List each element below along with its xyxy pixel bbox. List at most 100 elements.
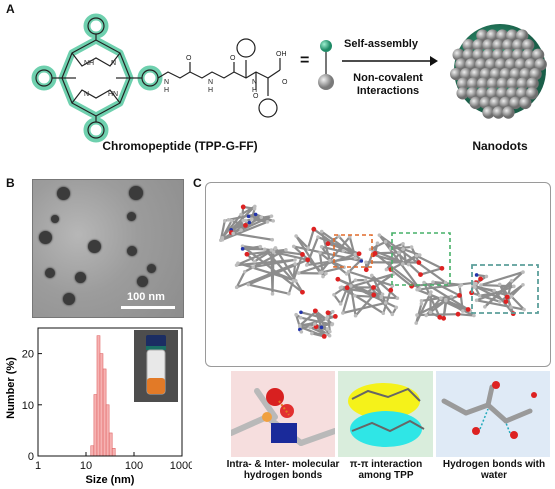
- atom: [324, 271, 328, 276]
- histogram-bar: [108, 432, 113, 457]
- atom: [246, 214, 251, 219]
- atom: [318, 251, 322, 255]
- non-covalent-label: Non-covalent Interactions: [353, 72, 423, 97]
- bead: [512, 48, 525, 62]
- atom-o: O: [282, 79, 288, 86]
- bead: [519, 67, 532, 81]
- bead: [502, 106, 515, 119]
- bead: [526, 77, 539, 90]
- atom: [319, 245, 324, 249]
- atom: [483, 305, 487, 309]
- bead: [515, 87, 529, 100]
- atom: [473, 285, 477, 289]
- x-tick-label: 1000: [170, 460, 192, 472]
- molecule-name: Chromopeptide (TPP-G-FF): [102, 139, 258, 153]
- atom-h: H: [208, 87, 213, 94]
- bead: [449, 67, 463, 81]
- atom: [328, 258, 332, 263]
- atom: [419, 302, 424, 306]
- atom: [428, 310, 433, 315]
- atom: [325, 241, 331, 247]
- bead: [502, 39, 515, 52]
- atom: [338, 302, 343, 306]
- y-tick-label: 10: [22, 400, 34, 412]
- atom: [474, 273, 479, 277]
- bead: [519, 96, 532, 110]
- x-tick-label: 100: [125, 460, 143, 472]
- bead: [506, 29, 519, 42]
- atom: [293, 258, 297, 262]
- nanodot: [75, 272, 86, 283]
- atom: [498, 299, 502, 304]
- atom: [439, 265, 445, 271]
- atom: [422, 280, 426, 285]
- atom: [465, 307, 471, 312]
- atom: [294, 312, 298, 317]
- atom: [308, 325, 312, 330]
- atom: [441, 315, 447, 321]
- atom: [477, 293, 482, 298]
- x-tick-label: 1: [35, 460, 41, 472]
- atom: [226, 218, 231, 222]
- atom: [271, 250, 276, 254]
- y-axis-label: Number (%): [5, 357, 17, 419]
- atom: [316, 235, 320, 239]
- vial-photo: [134, 330, 178, 402]
- atom-o: O: [253, 93, 259, 100]
- bead: [452, 48, 465, 62]
- bead: [499, 96, 512, 110]
- scale-bar-label: 100 nm: [127, 291, 165, 303]
- atom: [346, 269, 351, 274]
- atom: [246, 282, 251, 287]
- histogram-bar: [102, 368, 107, 457]
- bead: [506, 77, 519, 90]
- bead: [499, 67, 512, 81]
- x-axis-label: Size (nm): [86, 474, 135, 486]
- atom: [415, 313, 419, 317]
- plot-frame: [37, 327, 183, 457]
- bead: [496, 87, 509, 100]
- atom: [509, 278, 514, 283]
- atom: [429, 290, 433, 294]
- atom: [479, 283, 483, 287]
- bead: [512, 39, 525, 52]
- chromopeptide-structure: NH N N HN O O O OH N H N H N H O: [31, 13, 288, 143]
- atom: [240, 204, 246, 210]
- atom: [509, 294, 514, 299]
- atom-h: H: [252, 87, 257, 94]
- bead: [476, 87, 489, 100]
- atom: [335, 276, 341, 282]
- atom: [512, 284, 516, 289]
- atom-n: N: [84, 91, 89, 98]
- bead: [514, 58, 528, 71]
- bead: [472, 48, 485, 62]
- arrow-right-icon: [342, 56, 438, 66]
- atom: [271, 219, 275, 223]
- atom: [384, 267, 389, 272]
- atom: [240, 247, 245, 251]
- bead: [479, 67, 493, 81]
- atom: [339, 285, 344, 289]
- atom: [294, 234, 298, 238]
- atom: [414, 321, 419, 325]
- atom: [492, 288, 496, 293]
- nanodot: [39, 231, 52, 244]
- atom: [312, 308, 318, 314]
- atom: [243, 218, 248, 223]
- bead: [521, 48, 535, 62]
- atom: [484, 274, 489, 279]
- bead: [466, 87, 479, 100]
- bead: [509, 67, 522, 81]
- caption-hbonds: Intra- & Inter- molecular hydrogen bonds: [226, 459, 340, 481]
- atom: [356, 251, 362, 257]
- atom: [293, 262, 297, 266]
- histogram-bar: [93, 394, 98, 457]
- atom: [325, 327, 330, 331]
- nanodot: [57, 187, 70, 200]
- size-histogram: 1 10 100 1000 0 10 20 Size (nm) Number (%): [5, 327, 192, 486]
- atom: [439, 296, 443, 300]
- bead: [482, 106, 495, 119]
- atom: [231, 231, 235, 236]
- atom: [298, 315, 303, 320]
- atom: [324, 317, 329, 321]
